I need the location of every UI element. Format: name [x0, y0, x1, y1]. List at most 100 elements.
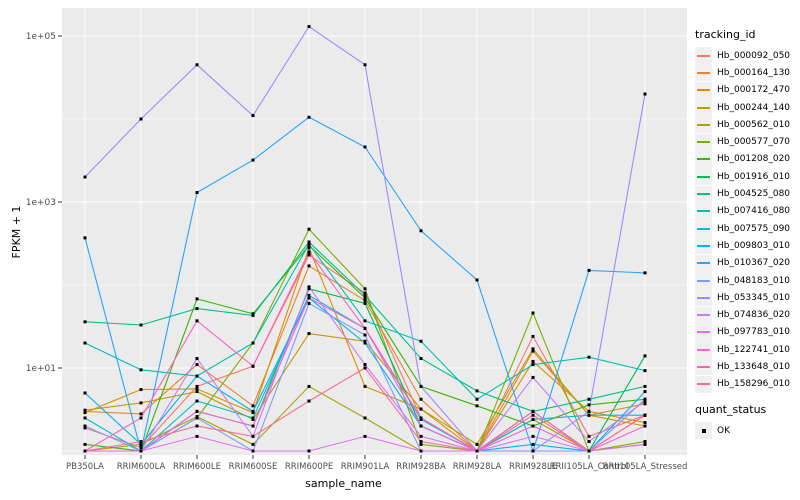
data-point-marker	[195, 297, 199, 301]
data-point-marker	[363, 291, 367, 295]
legend-key-swatch	[695, 64, 712, 82]
data-point-marker	[531, 359, 535, 363]
x-tick-label: RRIM928BA	[396, 462, 446, 472]
data-point-marker	[475, 404, 479, 408]
legend-line-icon	[697, 244, 710, 247]
legend-item-label: OK	[717, 425, 730, 436]
data-point-marker	[139, 388, 143, 392]
legend-item-label: Hb_133648_010	[717, 361, 791, 372]
x-tick-label: RRIM600SE	[229, 462, 278, 472]
legend-line-icon	[697, 227, 710, 230]
data-point-marker	[363, 333, 367, 337]
data-point-marker	[363, 319, 367, 323]
data-point-marker	[643, 271, 647, 275]
legend-key-swatch	[695, 47, 712, 65]
legend-key-swatch	[695, 306, 712, 324]
legend-item: Hb_009803_010	[695, 237, 799, 255]
data-point-marker	[83, 442, 87, 446]
data-point-marker	[531, 363, 535, 367]
data-point-marker	[139, 401, 143, 405]
data-point-marker	[643, 424, 647, 428]
data-point-marker	[307, 384, 311, 388]
legend-line-icon	[697, 158, 710, 161]
legend-item-label: Hb_048183_010	[717, 275, 791, 286]
data-point-marker	[587, 409, 591, 413]
legend-line-icon	[697, 141, 710, 144]
data-point-marker	[83, 449, 87, 453]
data-point-marker	[195, 357, 199, 361]
data-point-marker	[83, 411, 87, 415]
data-point-marker	[531, 347, 535, 351]
data-point-marker	[363, 145, 367, 149]
data-point-marker	[307, 293, 311, 297]
data-point-marker	[363, 434, 367, 438]
legend-line-icon	[697, 296, 710, 299]
data-point-marker	[307, 242, 311, 246]
data-point-marker	[587, 355, 591, 359]
data-point-marker	[363, 293, 367, 297]
legend-item-label: Hb_000244_140	[717, 102, 791, 113]
data-point-marker	[531, 311, 535, 315]
data-point-marker	[419, 440, 423, 444]
legend-item: Hb_010367_020	[695, 254, 799, 272]
data-point-marker	[83, 426, 87, 430]
data-point-marker	[251, 364, 255, 368]
data-point-marker	[475, 278, 479, 282]
legend-line-icon	[697, 89, 710, 92]
data-point-marker	[251, 424, 255, 428]
data-point-marker	[531, 434, 535, 438]
data-point-marker	[307, 250, 311, 254]
data-point-marker	[251, 409, 255, 413]
x-tick-label: RRIM600LA	[117, 462, 166, 472]
legend-item-label: Hb_010367_020	[717, 258, 791, 269]
legend-item: Hb_158296_010	[695, 375, 799, 393]
legend-panel: tracking_id Hb_000092_050 Hb_000164_130 Hb…	[695, 28, 799, 440]
y-axis-title-text: FPKM + 1	[10, 205, 23, 259]
legend-key-swatch	[695, 220, 712, 238]
data-point-marker	[195, 390, 199, 394]
data-point-marker	[139, 442, 143, 446]
data-point-marker	[83, 236, 87, 240]
data-point-marker	[83, 175, 87, 179]
legend-item-label: Hb_000577_070	[717, 137, 791, 148]
legend-item: Hb_000577_070	[695, 133, 799, 151]
legend-line-icon	[697, 175, 710, 178]
legend-item-label: Hb_097783_010	[717, 327, 791, 338]
data-point-marker	[531, 424, 535, 428]
legend-item: Hb_097783_010	[695, 323, 799, 341]
data-point-marker	[307, 449, 311, 453]
data-point-marker	[307, 25, 311, 29]
x-tick-label: RRII105LA_Control	[550, 462, 629, 472]
legend-item-label: Hb_007416_080	[717, 206, 791, 217]
data-point-marker	[531, 442, 535, 446]
data-point-marker	[195, 416, 199, 420]
x-axis-title: sample_name	[305, 477, 382, 490]
data-point-marker	[419, 442, 423, 446]
legend-item-label: Hb_001916_010	[717, 171, 791, 182]
legend-line-icon	[697, 331, 710, 334]
data-point-marker	[531, 413, 535, 417]
data-point-marker	[419, 357, 423, 361]
legend-key-swatch	[695, 99, 712, 117]
data-point-marker	[419, 424, 423, 428]
data-point-marker	[307, 227, 311, 231]
legend-item-label: Hb_009803_010	[717, 240, 791, 251]
data-point-marker	[195, 363, 199, 367]
data-point-marker	[363, 341, 367, 345]
data-point-marker	[363, 339, 367, 343]
data-point-marker	[83, 341, 87, 345]
legend-item: Hb_000172_470	[695, 81, 799, 99]
data-point-marker	[419, 384, 423, 388]
data-point-marker	[643, 384, 647, 388]
data-point-marker	[587, 403, 591, 407]
data-point-marker	[251, 313, 255, 317]
legend-items-quant-status: OK	[695, 422, 799, 440]
legend-items-tracking-id: Hb_000092_050 Hb_000164_130 Hb_000172_470 H…	[695, 47, 799, 393]
data-point-marker	[307, 332, 311, 336]
data-point-marker	[83, 391, 87, 395]
legend-item: Hb_053345_010	[695, 289, 799, 307]
data-point-marker	[251, 449, 255, 453]
data-point-marker	[475, 449, 479, 453]
legend-line-icon	[697, 365, 710, 368]
data-point-marker	[475, 389, 479, 393]
